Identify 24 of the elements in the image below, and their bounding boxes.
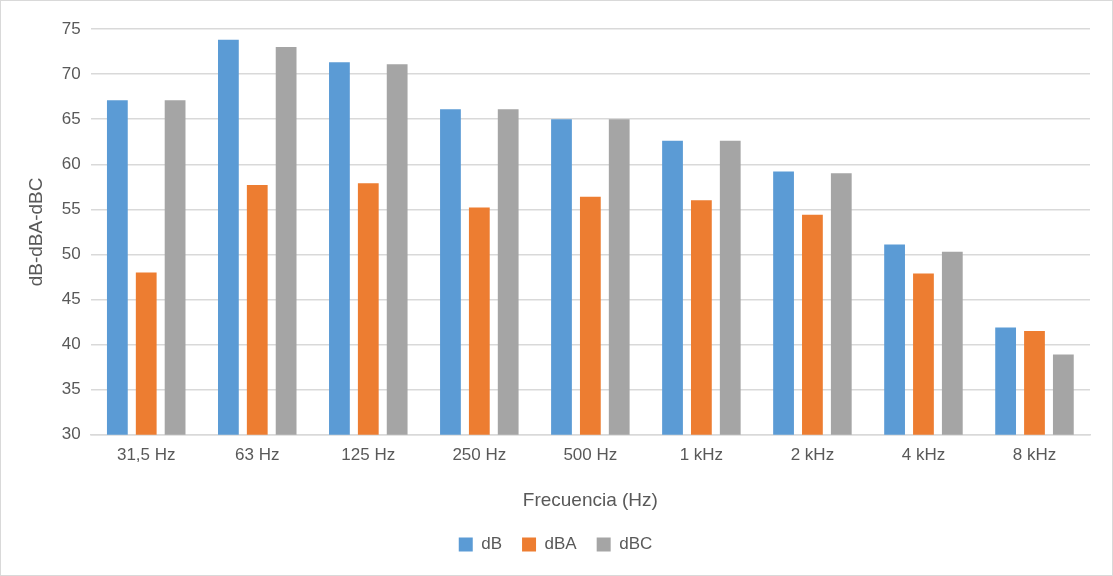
x-tick-label: 125 Hz	[341, 444, 396, 464]
y-tick-label: 75	[61, 18, 81, 38]
y-tick-label: 45	[61, 289, 81, 309]
y-tick-label: 65	[61, 108, 81, 128]
x-tick-label: 4 kHz	[901, 444, 946, 464]
x-tick-label: 31,5 Hz	[116, 444, 176, 464]
y-tick-label: 50	[61, 244, 81, 264]
legend-label: dBA	[544, 534, 578, 554]
legend-label: dB	[481, 534, 503, 554]
x-tick-label: 63 Hz	[235, 444, 280, 464]
legend-label: dBC	[619, 534, 653, 554]
y-tick-label: 70	[61, 63, 81, 83]
y-tick-label: 55	[61, 199, 81, 219]
y-tick-label: 60	[61, 153, 81, 173]
x-axis-title: Frecuencia (Hz)	[522, 488, 658, 510]
x-tick-label: 500 Hz	[563, 444, 618, 464]
y-tick-label: 40	[61, 334, 81, 354]
y-axis-title: dB-dBA-dBC	[24, 177, 46, 287]
x-tick-label: 1 kHz	[679, 444, 724, 464]
x-tick-label: 250 Hz	[452, 444, 507, 464]
y-tick-label: 30	[61, 424, 81, 444]
y-tick-label: 35	[61, 379, 81, 399]
x-tick-label: 2 kHz	[790, 444, 835, 464]
x-tick-label: 8 kHz	[1012, 444, 1057, 464]
